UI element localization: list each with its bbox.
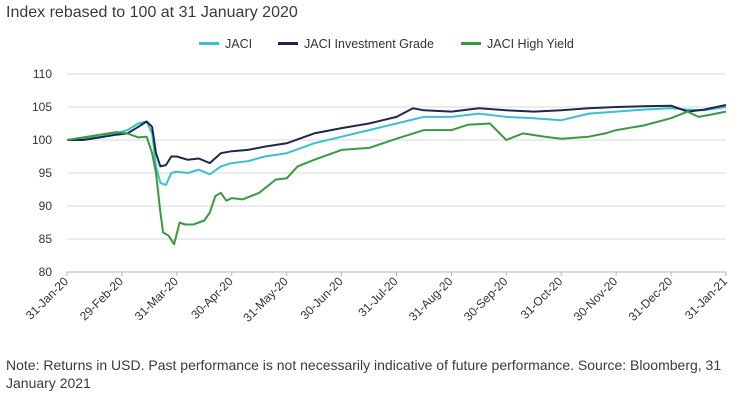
x-tick-label: 31-Mar-20 xyxy=(132,274,181,323)
x-tick-label: 31-Oct-20 xyxy=(518,274,566,322)
x-tick-label: 31-May-20 xyxy=(240,274,291,325)
y-tick-label: 85 xyxy=(39,232,53,246)
legend-swatch-jaci xyxy=(199,42,219,46)
legend-label-jaci-investment-grade: JACI Investment Grade xyxy=(304,37,434,51)
chart-title: Index rebased to 100 at 31 January 2020 xyxy=(6,4,298,21)
x-tick-label: 29-Feb-20 xyxy=(77,274,126,323)
footnote: Note: Returns in USD. Past performance i… xyxy=(6,357,722,391)
x-tick-label: 31-Jan-21 xyxy=(682,274,730,322)
x-tick-label: 31-Jul-20 xyxy=(355,274,401,320)
y-tick-label: 100 xyxy=(32,133,52,147)
y-tick-label: 105 xyxy=(32,100,52,114)
y-tick-label: 80 xyxy=(39,265,53,279)
x-tick-label: 31-Jan-20 xyxy=(23,274,71,322)
x-tick-label: 30-Apr-20 xyxy=(188,274,236,322)
x-tick-label: 31-Dec-20 xyxy=(626,274,676,324)
legend-item-jaci: JACI xyxy=(199,37,252,51)
y-tick-label: 110 xyxy=(33,67,52,81)
legend-label-jaci: JACI xyxy=(225,37,253,51)
legend-item-jaci-investment-grade: JACI Investment Grade xyxy=(278,37,434,51)
chart-legend: JACI JACI Investment Grade JACI High Yie… xyxy=(0,37,750,57)
legend-swatch-jaci-investment-grade xyxy=(278,42,298,46)
x-tick-label: 30-Sep-20 xyxy=(461,274,511,324)
legend-item-jaci-high-yield: JACI High Yield xyxy=(461,37,574,51)
y-tick-label: 90 xyxy=(39,199,53,213)
x-tick-label: 30-Nov-20 xyxy=(571,274,621,324)
series-line-jaci-investment-grade xyxy=(67,104,727,168)
y-tick-label: 95 xyxy=(39,166,53,180)
series-line-jaci-high-yield xyxy=(66,110,727,246)
x-tick-label: 31-Aug-20 xyxy=(406,274,456,324)
x-tick-label: 30-Jun-20 xyxy=(298,274,346,322)
legend-label-jaci-high-yield: JACI High Yield xyxy=(487,37,574,51)
legend-swatch-jaci-high-yield xyxy=(461,42,481,46)
